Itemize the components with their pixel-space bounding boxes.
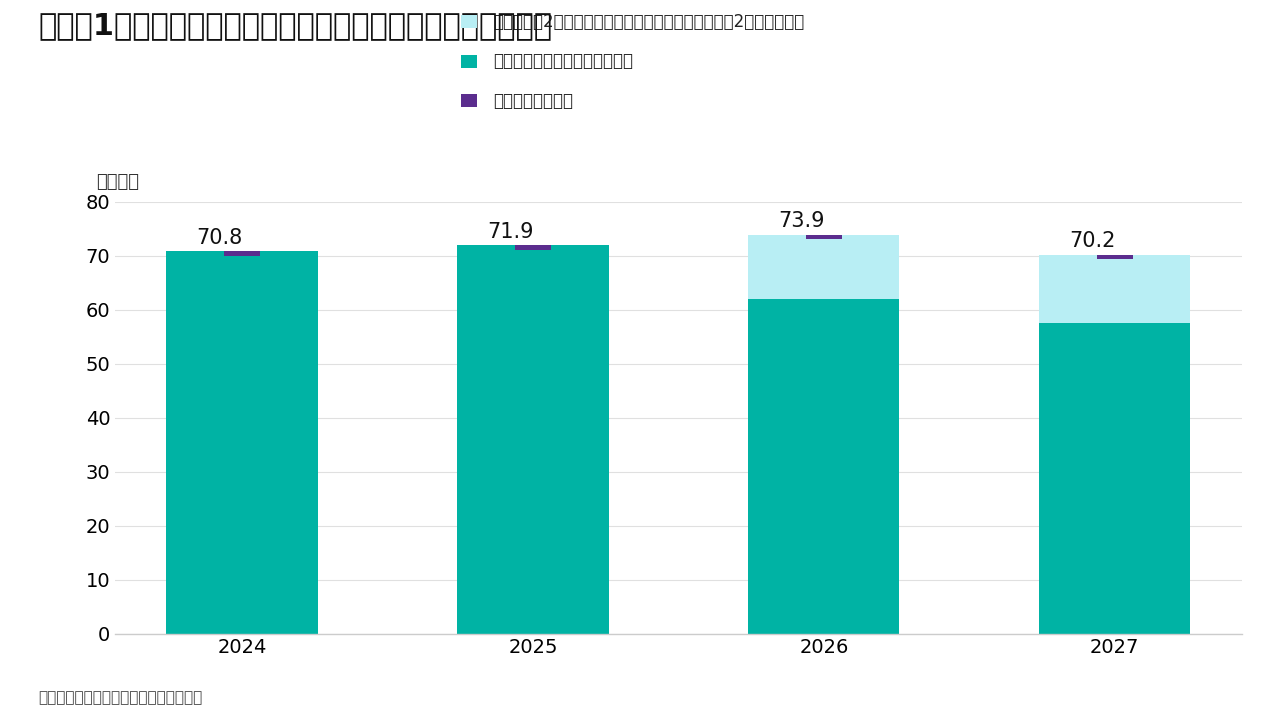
Text: 70.2: 70.2 <box>1069 231 1116 251</box>
Text: 償還された2年債が再投資される場合、再投資された2年債の償還額: 償還された2年債が再投資される場合、再投資された2年債の償還額 <box>493 12 804 30</box>
Bar <box>749 235 900 299</box>
Text: （兆円）: （兆円） <box>96 173 140 191</box>
Bar <box>1039 254 1190 323</box>
FancyBboxPatch shape <box>805 235 842 239</box>
Text: 73.9: 73.9 <box>778 211 826 231</box>
Text: 予想される償還額: 予想される償還額 <box>493 91 573 109</box>
Text: （図表1）日本：日銀が保有する長期国債の償還スケジュール: （図表1）日本：日銀が保有する長期国債の償還スケジュール <box>38 11 553 40</box>
Bar <box>166 251 317 634</box>
Text: 70.8: 70.8 <box>197 228 243 248</box>
FancyBboxPatch shape <box>224 251 260 256</box>
Text: （出所）日銀資料よりインベスコが推計: （出所）日銀資料よりインベスコが推計 <box>38 690 202 706</box>
Bar <box>1039 323 1190 634</box>
FancyBboxPatch shape <box>1097 254 1133 259</box>
Bar <box>457 246 608 634</box>
Text: 現在保有する長期国債の償還額: 現在保有する長期国債の償還額 <box>493 53 632 71</box>
Bar <box>749 299 900 634</box>
FancyBboxPatch shape <box>515 246 552 250</box>
Text: 71.9: 71.9 <box>488 222 534 242</box>
